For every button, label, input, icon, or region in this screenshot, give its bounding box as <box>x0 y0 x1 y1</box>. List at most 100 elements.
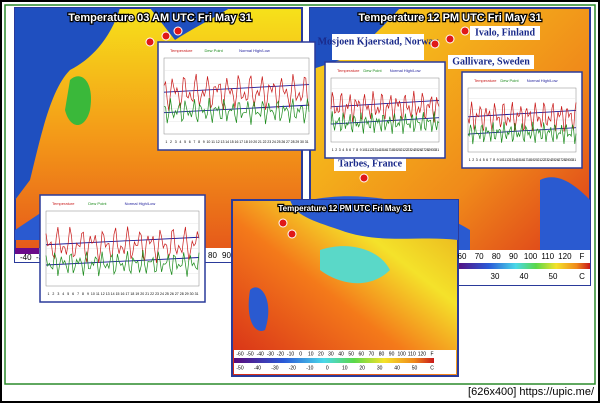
day-label: 26 <box>170 292 174 296</box>
day-label: 1 <box>165 140 167 144</box>
day-label: 7 <box>193 140 195 144</box>
day-label: 28 <box>180 292 184 296</box>
day-label: 22 <box>150 292 154 296</box>
day-label: 9 <box>87 292 89 296</box>
scale-label: 60 <box>358 351 364 357</box>
inset-legend: Temperature <box>52 201 75 206</box>
place-label-text: Ivalo, Finland <box>475 27 535 38</box>
inset-legend: Normal High/Low <box>125 201 156 206</box>
map-title: Temperature 12 PM UTC Fri May 31 <box>358 12 541 24</box>
day-label: 21 <box>537 158 541 162</box>
scale-label: 80 <box>379 351 385 357</box>
day-label: 27 <box>286 140 290 144</box>
day-label: 14 <box>513 158 517 162</box>
day-label: 19 <box>135 292 139 296</box>
scale-label: 0 <box>326 365 329 371</box>
day-label: 14 <box>225 140 229 144</box>
day-label: 10 <box>91 292 95 296</box>
day-label: 21 <box>145 292 149 296</box>
day-label: 8 <box>198 140 200 144</box>
day-label: 5 <box>483 158 485 162</box>
day-label: 23 <box>544 158 548 162</box>
scale-label: 50 <box>412 365 418 371</box>
day-label: 27 <box>421 148 425 152</box>
inset-trace <box>163 97 310 125</box>
day-label: 23 <box>407 148 411 152</box>
day-label: 20 <box>397 148 401 152</box>
scale-label: -40 <box>254 365 261 371</box>
scale-label: 70 <box>475 252 484 261</box>
day-label: 19 <box>530 158 534 162</box>
day-label: 23 <box>267 140 271 144</box>
day-label: 2 <box>170 140 172 144</box>
day-label: 6 <box>189 140 191 144</box>
normal-line <box>45 236 200 246</box>
day-label: 3 <box>339 148 341 152</box>
day-label: 20 <box>253 140 257 144</box>
day-label: 24 <box>160 292 164 296</box>
day-label: 11 <box>366 148 370 152</box>
day-label: 29 <box>565 158 569 162</box>
frame-inner <box>4 4 596 385</box>
day-label: 25 <box>277 140 281 144</box>
day-label: 17 <box>524 158 528 162</box>
day-label: 15 <box>380 148 384 152</box>
scale-label: 90 <box>509 252 518 261</box>
day-label: 4 <box>479 158 481 162</box>
day-label: 10 <box>362 148 366 152</box>
inset-legend: Normal High/Low <box>239 48 270 53</box>
day-label: 7 <box>490 158 492 162</box>
scale-label: 70 <box>369 351 375 357</box>
day-label: 30 <box>432 148 436 152</box>
scale-label: -20 <box>289 365 296 371</box>
day-label: 18 <box>527 158 531 162</box>
day-label: 4 <box>179 140 181 144</box>
inset-trace <box>330 111 440 134</box>
inset-legend: Normal High/Low <box>527 78 558 83</box>
scale-label: 40 <box>394 365 400 371</box>
scale-label: 110 <box>541 252 554 261</box>
scale-label: 60 <box>458 252 467 261</box>
day-label: 8 <box>82 292 84 296</box>
inset-trace <box>163 73 310 111</box>
day-label: 16 <box>235 140 239 144</box>
day-label: 31 <box>195 292 199 296</box>
place-label-text: Tarbes, France <box>338 158 403 169</box>
day-label: 22 <box>263 140 267 144</box>
scale-label: -50 <box>236 365 243 371</box>
place-label-text: Gallivare, Sweden <box>452 56 530 67</box>
inset-trace <box>45 249 200 277</box>
day-label: 28 <box>291 140 295 144</box>
day-label: 6 <box>72 292 74 296</box>
day-label: 28 <box>425 148 429 152</box>
city-markers <box>145 26 470 239</box>
day-label: 11 <box>96 292 100 296</box>
day-label: 28 <box>562 158 566 162</box>
day-label: 25 <box>551 158 555 162</box>
day-label: 24 <box>411 148 415 152</box>
normal-line <box>163 84 310 93</box>
day-label: 9 <box>497 158 499 162</box>
normal-line <box>467 127 577 135</box>
day-label: 7 <box>353 148 355 152</box>
day-label: 29 <box>428 148 432 152</box>
scale-label: -60 <box>236 351 243 357</box>
day-label: 26 <box>418 148 422 152</box>
scale-label: F <box>580 252 585 261</box>
day-label: 10 <box>206 140 210 144</box>
scale-label: 30 <box>377 365 383 371</box>
scale-label: -10 <box>287 351 294 357</box>
day-label: 15 <box>116 292 120 296</box>
scale-label: 20 <box>318 351 324 357</box>
scale-label: 20 <box>359 365 365 371</box>
place-label-text: Mosjoen Kjaerstad, Norway <box>318 36 439 47</box>
day-label: 13 <box>221 140 225 144</box>
day-label: 24 <box>272 140 276 144</box>
scale-label: 0 <box>299 351 302 357</box>
day-label: 30 <box>569 158 573 162</box>
day-label: 12 <box>216 140 220 144</box>
day-label: 14 <box>111 292 115 296</box>
